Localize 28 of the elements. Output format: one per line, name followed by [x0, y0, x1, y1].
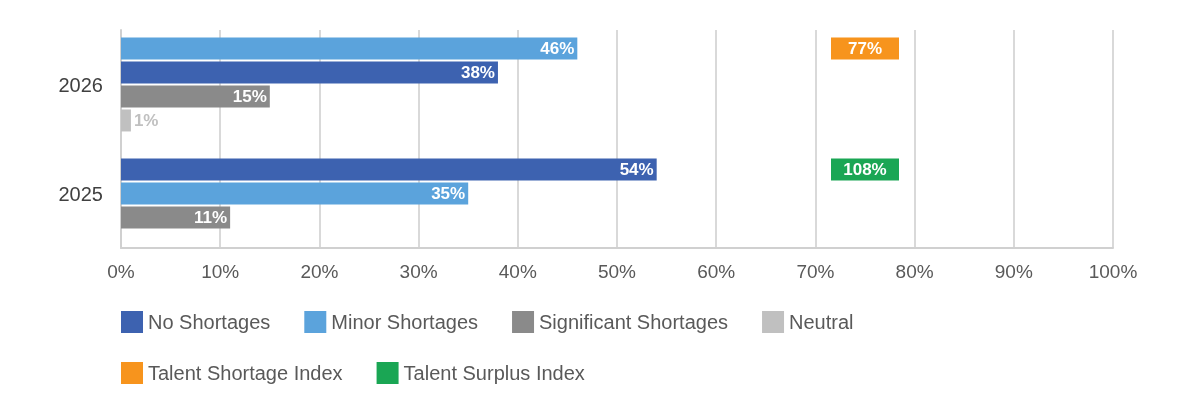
x-tick-label: 30% — [399, 261, 438, 282]
legend-label: No Shortages — [148, 311, 271, 333]
legend-label: Significant Shortages — [539, 311, 729, 333]
x-tick-label: 40% — [498, 261, 537, 282]
legend-label: Talent Surplus Index — [403, 362, 585, 384]
x-tick-label: 50% — [597, 261, 637, 282]
legend-label: Talent Shortage Index — [148, 362, 343, 384]
data-label: 46% — [540, 39, 575, 59]
x-tick-label: 80% — [895, 261, 934, 282]
x-tick-label: 0% — [107, 261, 135, 282]
data-label: 35% — [431, 184, 466, 203]
x-tick-label: 90% — [994, 261, 1033, 282]
data-label: 15% — [232, 86, 267, 106]
legend-label: Minor Shortages — [331, 311, 479, 333]
x-tick-label: 70% — [796, 261, 835, 282]
x-tick-label: 100% — [1088, 261, 1138, 282]
y-tick-label: 2026 — [58, 73, 103, 96]
text: 77% — [847, 39, 883, 59]
data-label: 1% — [133, 110, 159, 130]
data-label: 54% — [619, 160, 654, 180]
text: 108% — [843, 160, 887, 180]
data-label: 38% — [460, 63, 495, 83]
x-tick-label: 60% — [697, 261, 736, 282]
x-tick-label: 20% — [300, 261, 339, 282]
y-tick-label: 2025 — [58, 182, 103, 205]
x-tick-label: 10% — [201, 261, 240, 282]
data-label: 11% — [194, 207, 228, 227]
legend-label: Neutral — [789, 311, 854, 333]
